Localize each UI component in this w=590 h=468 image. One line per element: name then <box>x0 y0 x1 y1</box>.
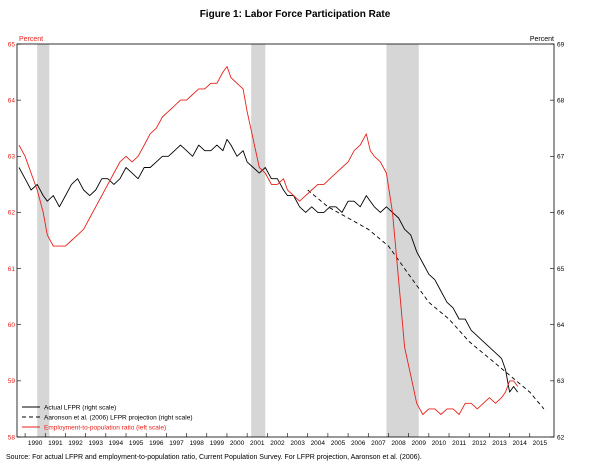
recession-band-2 <box>386 44 419 437</box>
right-axis-unit-label: Percent <box>530 36 554 43</box>
x-tick-label-6: 1996 <box>149 440 164 447</box>
plot-frame <box>16 43 555 438</box>
x-tick-label-16: 2006 <box>351 440 366 447</box>
left-tick-label-6: 64 <box>8 97 16 104</box>
x-tick-label-10: 2000 <box>230 440 245 447</box>
legend: Actual LFPR (right scale) Aaronson et al… <box>22 405 193 432</box>
x-tick-label-23: 2013 <box>492 440 507 447</box>
x-tick-label-2: 1992 <box>68 440 83 447</box>
right-tick-label-7: 69 <box>557 41 565 48</box>
x-tick-label-1: 1991 <box>48 440 63 447</box>
legend-label-actual-lfpr: Actual LFPR (right scale) <box>44 405 116 412</box>
right-tick-label-6: 68 <box>557 97 565 104</box>
right-tick-label-3: 65 <box>557 266 565 273</box>
x-tick-label-7: 1997 <box>169 440 184 447</box>
x-tick-label-15: 2005 <box>331 440 346 447</box>
recession-band-1 <box>251 44 266 437</box>
x-tick-label-14: 2004 <box>311 440 326 447</box>
x-tick-label-8: 1998 <box>189 440 204 447</box>
legend-label-projection: Aaronson et al. (2006) LFPR projection (… <box>44 415 193 422</box>
x-tick-label-13: 2003 <box>290 440 305 447</box>
right-tick-label-5: 67 <box>557 154 565 161</box>
x-tick-label-4: 1994 <box>109 440 124 447</box>
x-tick-label-20: 2010 <box>432 440 447 447</box>
x-tick-label-5: 1995 <box>129 440 144 447</box>
x-tick-label-22: 2012 <box>472 440 487 447</box>
left-tick-label-1: 59 <box>8 378 16 385</box>
left-axis-unit-label: Percent <box>19 36 43 43</box>
recession-band-0 <box>37 44 50 437</box>
right-tick-label-4: 66 <box>557 210 565 217</box>
x-tick-label-12: 2002 <box>270 440 285 447</box>
x-tick-label-21: 2011 <box>452 440 466 447</box>
x-tick-label-3: 1993 <box>88 440 103 447</box>
left-tick-label-4: 62 <box>8 210 16 217</box>
left-axis-ticks: 58 59 60 61 62 63 64 65 <box>8 41 21 441</box>
x-tick-label-17: 2007 <box>371 440 386 447</box>
x-tick-label-25: 2015 <box>533 440 548 447</box>
x-tick-label-18: 2008 <box>391 440 406 447</box>
series-lines <box>18 66 545 415</box>
series-line-actual-lfpr <box>18 138 519 393</box>
source-note: Source: For actual LFPR and employment-t… <box>6 454 422 461</box>
x-axis-ticks: 1990 1991 1992 1993 1994 1995 1996 1997 1998 1999… <box>24 433 548 447</box>
left-tick-label-0: 58 <box>8 434 16 441</box>
recession-bands <box>37 44 419 437</box>
series-line-projection <box>307 189 545 410</box>
left-tick-label-5: 63 <box>8 154 16 161</box>
x-tick-label-24: 2014 <box>512 440 527 447</box>
left-tick-label-2: 60 <box>8 322 16 329</box>
x-tick-label-19: 2009 <box>412 440 427 447</box>
x-tick-label-9: 1999 <box>210 440 225 447</box>
right-tick-label-1: 63 <box>557 378 565 385</box>
right-tick-label-2: 64 <box>557 322 565 329</box>
left-tick-label-3: 61 <box>8 266 16 273</box>
left-tick-label-7: 65 <box>8 41 16 48</box>
x-tick-label-11: 2001 <box>250 440 265 447</box>
right-tick-label-0: 62 <box>557 434 565 441</box>
legend-label-emp-pop-ratio: Employment-to-population ratio (left sca… <box>44 425 166 432</box>
right-axis-ticks: 62 63 64 65 66 67 68 69 <box>550 41 565 441</box>
x-tick-label-0: 1990 <box>28 440 43 447</box>
series-line-emp-pop-ratio <box>18 66 519 415</box>
chart-title: Figure 1: Labor Force Participation Rate <box>200 9 391 20</box>
